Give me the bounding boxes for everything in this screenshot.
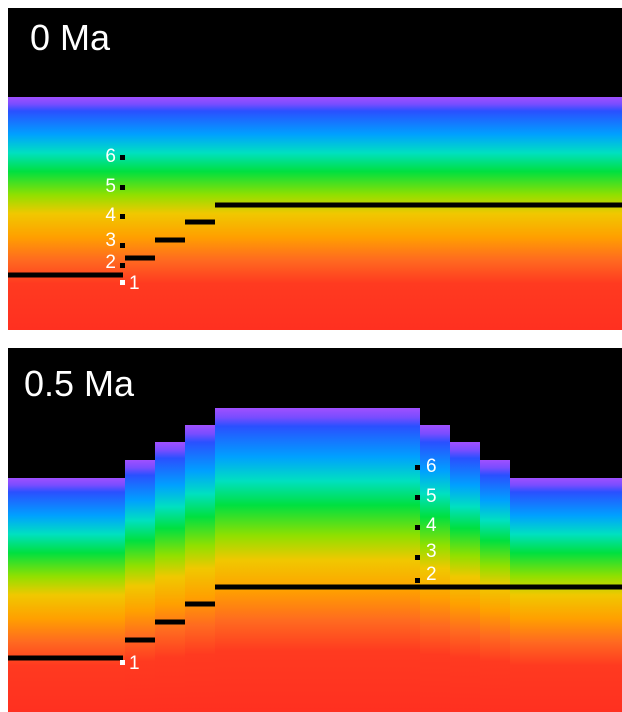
panel-0ma: 0 Ma 1 2 3 4 5 6 [8, 8, 622, 330]
panel-05ma: 0.5 Ma 1 2 3 4 5 6 [8, 348, 622, 712]
marker-dot [120, 280, 125, 285]
marker-label: 3 [426, 541, 437, 562]
marker-label: 5 [105, 176, 116, 197]
marker-label: 2 [105, 252, 116, 273]
marker-label: 2 [426, 564, 437, 585]
panel-label: 0.5 Ma [24, 363, 135, 404]
marker-label: 4 [426, 515, 437, 536]
marker-label: 1 [129, 653, 140, 674]
marker-label: 5 [426, 486, 437, 507]
strata [8, 97, 622, 330]
marker-dot [120, 660, 125, 665]
marker-label: 4 [105, 205, 116, 226]
marker-label: 6 [105, 146, 116, 167]
figure: 0 Ma 1 2 3 4 5 6 [0, 0, 622, 712]
marker-label: 6 [426, 456, 437, 477]
marker-label: 1 [129, 273, 140, 294]
marker-label: 3 [105, 230, 116, 251]
panel-label: 0 Ma [30, 17, 111, 58]
